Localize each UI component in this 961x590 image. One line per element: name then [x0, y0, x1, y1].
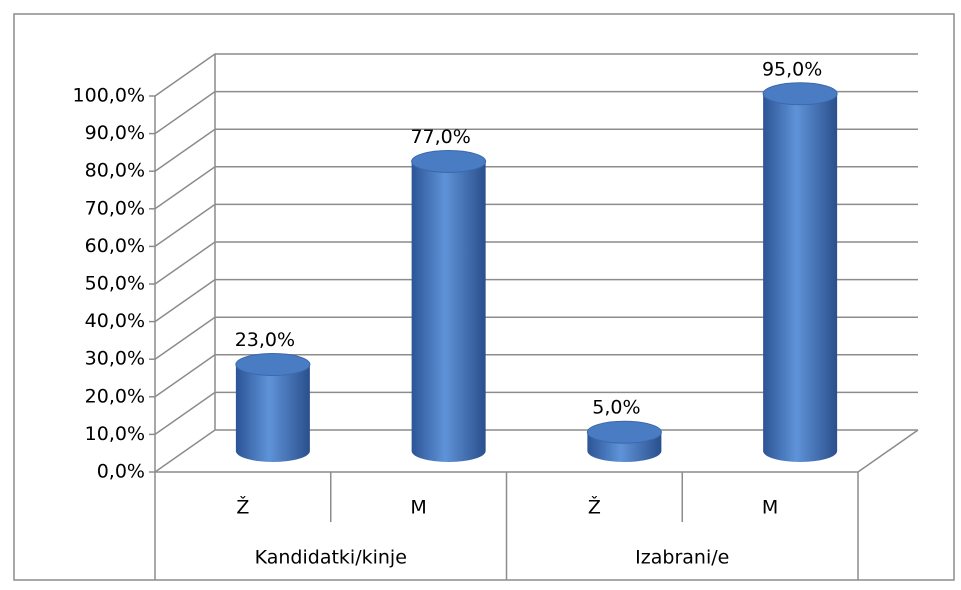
- value-label: 5,0%: [592, 397, 640, 419]
- bar: [235, 353, 311, 462]
- y-tick-label: 50,0%: [85, 273, 145, 295]
- value-label: 23,0%: [235, 329, 295, 351]
- y-tick-label: 10,0%: [85, 423, 145, 445]
- cylinder-cap: [762, 82, 838, 106]
- cylinder-cap: [586, 420, 662, 444]
- grid-line: [154, 391, 918, 436]
- grid-line: [154, 203, 918, 248]
- cylinder-body: [411, 161, 486, 463]
- grid-line: [154, 316, 918, 360]
- group-label: Kandidatki/kinje: [255, 547, 407, 569]
- y-tick-label: 0,0%: [97, 461, 145, 483]
- value-label: 77,0%: [410, 126, 470, 148]
- y-tick-label: 100,0%: [73, 85, 145, 107]
- x-tick-label: Ž: [236, 496, 249, 519]
- grid-line: [154, 354, 918, 398]
- bar: [411, 149, 487, 463]
- bar: [762, 82, 838, 463]
- bar: [586, 420, 662, 462]
- x-tick-label: M: [410, 497, 426, 519]
- grid-line: [154, 53, 918, 97]
- y-tick-label: 90,0%: [85, 122, 145, 144]
- cylinder-cap: [235, 353, 311, 377]
- y-tick-label: 40,0%: [85, 310, 145, 332]
- y-tick-label: 60,0%: [85, 235, 145, 257]
- cylinder-cap: [411, 149, 487, 173]
- grid-line: [154, 128, 918, 172]
- cylinder-body: [235, 364, 310, 462]
- grid-line: [154, 278, 918, 323]
- grid-line: [154, 241, 918, 285]
- y-tick-label: 20,0%: [85, 385, 145, 407]
- value-label: 95,0%: [762, 58, 822, 80]
- y-tick-label: 80,0%: [85, 160, 145, 182]
- y-tick-label: 70,0%: [85, 197, 145, 219]
- y-tick-label: 30,0%: [85, 348, 145, 370]
- grid-line: [154, 166, 918, 210]
- x-tick-label: Ž: [588, 496, 601, 519]
- grid-line: [154, 429, 918, 473]
- x-tick-label: M: [762, 497, 778, 519]
- grid-line: [154, 90, 918, 135]
- cylinder-body: [763, 93, 838, 463]
- group-label: Izabrani/e: [635, 547, 729, 569]
